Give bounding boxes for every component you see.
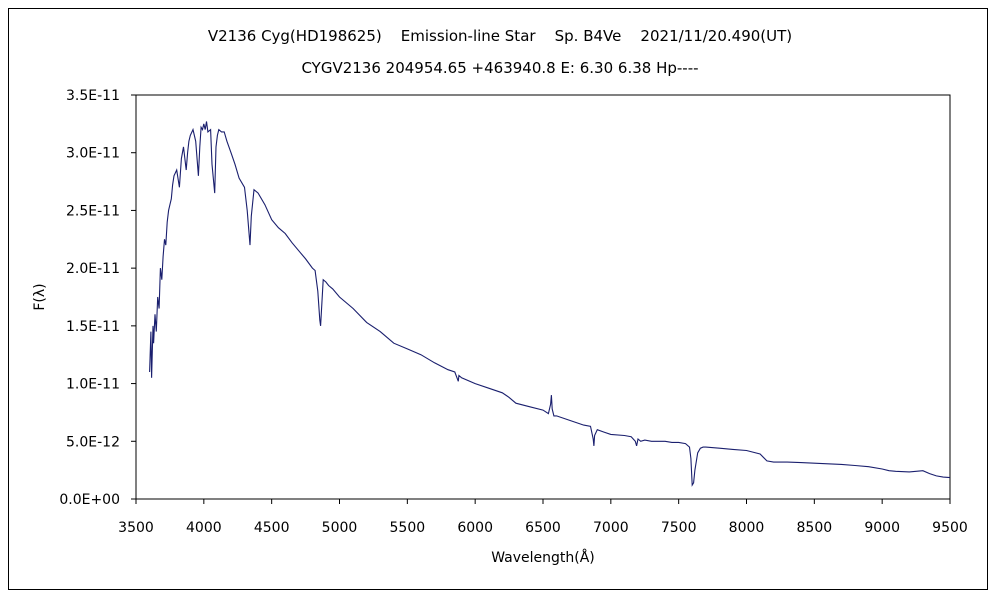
x-tick-label: 9500	[932, 520, 968, 536]
x-axis: 3500 4000 4500 5000 5500 6000 6500 7000 7500 8000…	[118, 499, 968, 536]
y-tick-label: 0.0E+00	[59, 492, 120, 508]
y-tick-label: 3.0E-11	[66, 146, 120, 162]
y-tick-label: 5.0E-12	[66, 434, 120, 450]
y-tick-label: 1.0E-11	[66, 377, 120, 393]
y-tick-label: 3.5E-11	[66, 88, 120, 104]
x-axis-label: Wavelength(Å)	[491, 549, 595, 566]
spectrum-line	[149, 121, 951, 487]
x-tick-label: 9000	[864, 520, 900, 536]
plot-area	[135, 94, 951, 500]
chart-frame	[8, 8, 988, 590]
y-axis-label: F(λ)	[32, 283, 48, 310]
y-tick-label: 2.0E-11	[66, 261, 120, 277]
x-tick-label: 8500	[797, 520, 833, 536]
x-tick-label: 6000	[457, 520, 493, 536]
x-tick-label: 7500	[661, 520, 697, 536]
y-axis: 0.0E+00 5.0E-12 1.0E-11 1.5E-11 2.0E-11 2.5E-…	[59, 88, 136, 508]
x-tick-label: 4500	[254, 520, 290, 536]
x-tick-label: 8000	[729, 520, 765, 536]
y-tick-label: 1.5E-11	[66, 319, 120, 335]
x-tick-label: 5000	[322, 520, 358, 536]
x-tick-label: 6500	[525, 520, 561, 536]
x-tick-label: 3500	[118, 520, 154, 536]
x-tick-label: 5500	[390, 520, 426, 536]
y-tick-label: 2.5E-11	[66, 203, 120, 219]
chart-title: V2136 Cyg(HD198625) Emission-line Star S…	[207, 27, 793, 45]
x-tick-label: 4000	[186, 520, 222, 536]
x-tick-label: 7000	[593, 520, 629, 536]
chart-subtitle: CYGV2136 204954.65 +463940.8 E: 6.30 6.3…	[301, 59, 699, 77]
